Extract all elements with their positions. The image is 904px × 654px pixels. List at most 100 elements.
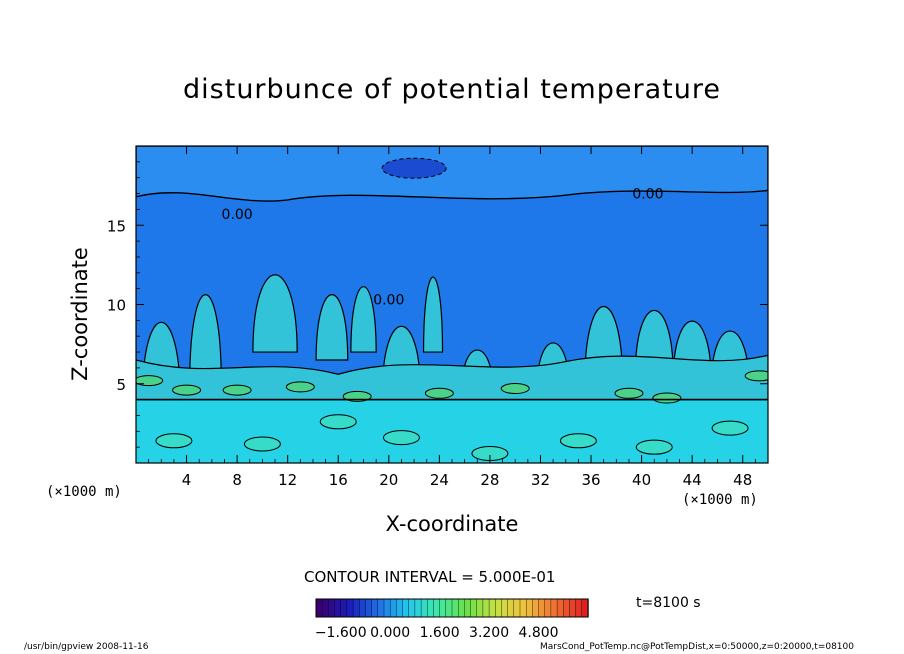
x-tick-label: 44 <box>683 471 702 489</box>
colorbar-cell <box>501 598 509 618</box>
green-patch-0 <box>136 375 164 387</box>
colorbar-cell <box>396 598 404 618</box>
y-axis-unit: (×1000 m) <box>46 484 122 500</box>
colorbar-cell <box>581 598 589 618</box>
colorbar-cell <box>328 598 336 618</box>
lower-feature-5 <box>559 433 597 449</box>
colorbar-cell <box>359 598 367 618</box>
colorbar-tick-label: 1.600 <box>420 625 460 641</box>
footer-right: MarsCond_PotTemp.nc@PotTempDist,x=0:5000… <box>540 642 854 652</box>
colorbar-tick-label: 0.000 <box>370 625 410 641</box>
heatmap-field: 0.00 0.00 0.00 <box>136 146 768 463</box>
colorbar-cell <box>321 598 330 618</box>
colorbar-cell <box>371 598 379 618</box>
y-tick-label: 10 <box>107 297 126 315</box>
green-patch-6 <box>500 383 530 395</box>
lower-feature-7 <box>711 420 749 436</box>
colorbar-frame <box>315 598 589 618</box>
colorbar-cell <box>451 598 459 618</box>
green-patch-3 <box>285 381 315 393</box>
green-patch-9 <box>744 370 768 382</box>
x-tick-label: 20 <box>379 471 398 489</box>
colorbar-cell <box>457 598 466 618</box>
x-tick-label: 28 <box>480 471 499 489</box>
colorbar-cell <box>532 598 540 618</box>
lower-feature-6 <box>635 439 673 455</box>
contour-value-label: 0.00 <box>632 187 663 203</box>
lower-feature-3 <box>382 430 420 446</box>
colorbar-cell <box>525 598 534 618</box>
colorbar-cell <box>433 598 441 618</box>
plume-4 <box>350 286 377 353</box>
colorbar-cell <box>377 598 385 618</box>
colorbar-cell <box>439 598 447 618</box>
plume-3 <box>315 294 349 361</box>
colorbar-cell <box>575 598 583 618</box>
colorbar-cell <box>352 598 360 618</box>
colorbar-cell <box>383 598 391 618</box>
x-tick-label: 16 <box>329 471 348 489</box>
plume-2 <box>252 274 298 353</box>
contour-value-label: 0.00 <box>373 293 404 309</box>
colorbar-cell <box>389 598 398 618</box>
contour-value-label: 0.00 <box>222 207 253 223</box>
x-axis-unit: (×1000 m) <box>682 492 758 508</box>
colorbar-cell <box>482 598 490 618</box>
x-axis-title: X-coordinate <box>385 512 519 536</box>
colorbar-cell <box>550 598 558 618</box>
colorbar-cell <box>334 598 342 618</box>
colorbar-cell <box>315 598 323 618</box>
colorbar-tick-label: −1.600 <box>315 625 367 641</box>
chart-title: disturbunce of potential temperature <box>183 74 721 105</box>
colorbar-cell <box>470 598 478 618</box>
y-tick-label: 15 <box>107 217 126 235</box>
x-tick-label: 40 <box>632 471 651 489</box>
plume-6 <box>422 276 444 353</box>
colorbar-cell <box>488 598 496 618</box>
colorbar-cell <box>346 598 354 618</box>
green-patch-8 <box>652 392 682 404</box>
colorbar-cell <box>414 598 422 618</box>
colorbar-cell <box>544 598 552 618</box>
colorbar-cell <box>556 598 564 618</box>
x-tick-label: 8 <box>232 471 242 489</box>
upper-band <box>136 146 768 202</box>
green-patch-2 <box>222 384 252 396</box>
colorbar-cell <box>569 598 577 618</box>
y-axis-title: Z-coordinate <box>68 247 92 381</box>
colorbar-cell <box>402 598 410 618</box>
x-tick-label: 48 <box>733 471 752 489</box>
lower-feature-1 <box>243 436 281 452</box>
min-ellipse <box>381 157 447 179</box>
plume-1 <box>189 294 222 385</box>
lower-region <box>136 399 768 463</box>
x-tick-label: 36 <box>581 471 600 489</box>
lower-feature-2 <box>319 414 357 430</box>
colorbar-tick-label: 3.200 <box>469 625 509 641</box>
colorbar-cell <box>420 598 428 618</box>
green-patch-5 <box>424 387 454 399</box>
green-patch-7 <box>614 387 644 399</box>
colorbar-cell <box>513 598 521 618</box>
x-tick-label: 24 <box>430 471 449 489</box>
colorbar-cell <box>427 598 435 618</box>
x-tick-label: 4 <box>182 471 192 489</box>
colorbar-cell <box>365 598 373 618</box>
colorbar-cell <box>408 598 416 618</box>
colorbar-cell <box>445 598 453 618</box>
colorbar-cell <box>476 598 484 618</box>
lower-feature-0 <box>155 433 193 449</box>
colorbar-tick-label: 4.800 <box>518 625 558 641</box>
time-label: t=8100 s <box>636 595 701 611</box>
colorbar-cell <box>464 598 472 618</box>
x-tick-label: 12 <box>278 471 297 489</box>
colorbar-cell <box>563 598 571 618</box>
x-tick-label: 32 <box>531 471 550 489</box>
colorbar-cell <box>507 598 515 618</box>
green-patch-1 <box>172 384 202 396</box>
contour-interval-label: CONTOUR INTERVAL = 5.000E-01 <box>304 568 556 586</box>
y-tick-label: 5 <box>116 376 126 394</box>
footer-left: /usr/bin/gpview 2008-11-16 <box>24 642 149 652</box>
colorbar-cell <box>519 598 527 618</box>
